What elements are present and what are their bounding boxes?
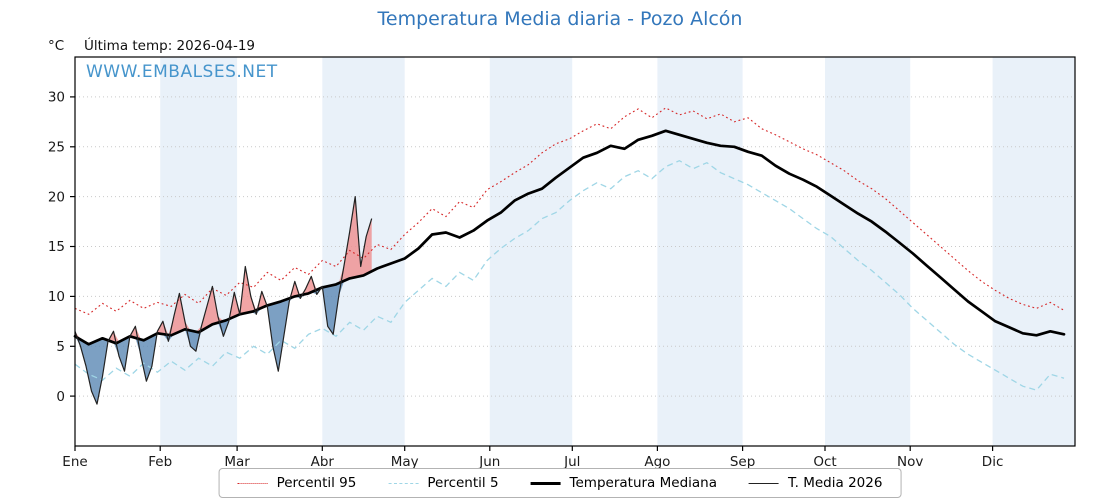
x-tick-label: Oct xyxy=(813,454,836,470)
plot-frame xyxy=(74,56,1076,447)
legend-label-percentil-95: Percentil 95 xyxy=(276,475,357,491)
y-tick-label: 15 xyxy=(48,239,65,255)
x-tick-label: May xyxy=(391,454,419,470)
y-tick-label: 0 xyxy=(56,389,65,405)
legend-item-mediana: Temperatura Mediana xyxy=(530,475,717,491)
x-tick-label: Mar xyxy=(224,454,250,470)
x-tick-label: Jul xyxy=(563,454,580,470)
x-tick-label: Nov xyxy=(897,454,923,470)
y-tick-label: 30 xyxy=(48,90,65,106)
x-tick-label: Sep xyxy=(730,454,755,470)
legend-item-percentil-95: Percentil 95 xyxy=(237,475,357,491)
fill-below-median xyxy=(75,271,372,405)
legend-item-percentil-5: Percentil 5 xyxy=(388,475,499,491)
x-tick-label: Ene xyxy=(62,454,87,470)
legend-item-t-media-2026: T. Media 2026 xyxy=(749,475,882,491)
t-media-2026-line xyxy=(74,196,373,405)
percentil-5-line-sample xyxy=(388,482,419,484)
legend-label-mediana: Temperatura Mediana xyxy=(569,475,717,491)
last-temp-label: Última temp: 2026-04-19 xyxy=(84,38,256,54)
y-tick-label: 20 xyxy=(48,189,65,205)
chart-title: Temperatura Media diaria - Pozo Alcón xyxy=(377,8,743,30)
percentil-5-line xyxy=(74,159,1065,391)
legend-label-t-media-2026: T. Media 2026 xyxy=(788,475,883,491)
x-tick-label: Dic xyxy=(982,454,1004,470)
month-band xyxy=(992,57,1075,446)
month-band xyxy=(489,57,573,446)
x-tick-label: Feb xyxy=(148,454,172,470)
watermark: WWW.EMBALSES.NET xyxy=(86,62,278,82)
legend-label-percentil-5: Percentil 5 xyxy=(427,475,499,491)
y-axis-unit-label: °C xyxy=(48,38,65,54)
y-tick-label: 5 xyxy=(56,339,65,355)
month-band xyxy=(160,57,238,446)
y-tick-label: 25 xyxy=(48,140,65,156)
t-media-2026-line-sample xyxy=(749,482,779,484)
x-tick-label: Ago xyxy=(644,454,670,470)
legend: Percentil 95 Percentil 5 Temperatura Med… xyxy=(218,468,902,498)
mediana-line-sample xyxy=(530,481,561,485)
y-tick-label: 10 xyxy=(48,289,65,305)
month-band xyxy=(657,57,743,446)
percentil-95-line-sample xyxy=(237,482,268,484)
x-tick-label: Jun xyxy=(478,454,500,470)
month-band xyxy=(825,57,911,446)
x-tick-label: Abr xyxy=(311,454,335,470)
